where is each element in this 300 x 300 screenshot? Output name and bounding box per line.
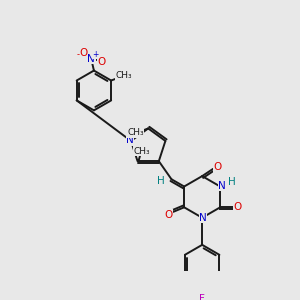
Text: N: N (87, 54, 95, 64)
Text: H: H (228, 177, 236, 187)
Text: N: N (126, 135, 134, 145)
Text: +: + (92, 50, 99, 59)
Text: CH₃: CH₃ (134, 147, 150, 156)
Text: H: H (157, 176, 164, 186)
Text: O: O (165, 210, 173, 220)
Text: -: - (77, 50, 80, 59)
Text: O: O (213, 162, 222, 172)
Text: CH₃: CH₃ (127, 128, 144, 137)
Text: F: F (199, 294, 205, 300)
Text: CH₃: CH₃ (116, 71, 132, 80)
Text: N: N (218, 181, 226, 190)
Text: O: O (79, 48, 87, 59)
Text: O: O (97, 56, 105, 67)
Text: N: N (199, 213, 207, 223)
Text: O: O (233, 202, 242, 212)
